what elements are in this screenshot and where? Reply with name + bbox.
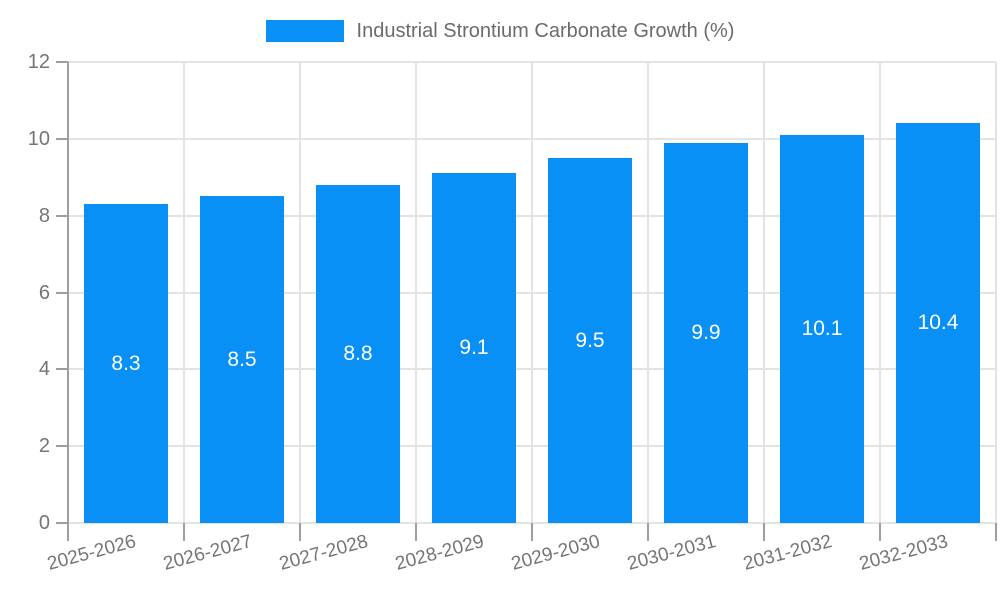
bar[interactable] — [200, 196, 284, 523]
x-gridline — [995, 62, 997, 523]
x-axis-label: 2026-2027 — [161, 531, 255, 575]
x-gridline — [879, 62, 881, 523]
x-axis-label: 2027-2028 — [277, 531, 371, 575]
bar[interactable] — [896, 123, 980, 523]
x-axis-tick — [299, 523, 301, 541]
y-axis-label: 8 — [38, 204, 50, 227]
bar[interactable] — [780, 134, 864, 523]
chart-legend[interactable]: Industrial Strontium Carbonate Growth (%… — [0, 18, 1000, 44]
x-axis-tick — [531, 523, 533, 541]
x-axis-label: 2030-2031 — [625, 531, 719, 575]
y-axis-line — [67, 62, 69, 541]
y-axis-tick — [56, 368, 68, 371]
bar[interactable] — [84, 204, 168, 523]
legend-label: Industrial Strontium Carbonate Growth (%… — [356, 19, 735, 42]
x-axis-label: 2032-2033 — [857, 531, 951, 575]
y-axis-tick — [56, 137, 68, 140]
x-axis-label: 2028-2029 — [393, 531, 487, 575]
x-gridline — [183, 62, 185, 523]
y-axis-tick — [56, 291, 68, 294]
y-axis-label: 0 — [38, 512, 50, 534]
y-axis-tick — [56, 214, 68, 217]
x-gridline — [415, 62, 417, 523]
x-axis-label: 2029-2030 — [509, 531, 603, 575]
x-gridline — [299, 62, 301, 523]
x-axis-tick — [879, 523, 881, 541]
bar[interactable] — [664, 142, 748, 523]
y-axis-tick — [56, 445, 68, 448]
y-axis-label: 6 — [38, 281, 50, 304]
x-gridline — [531, 62, 533, 523]
y-axis-label: 10 — [27, 127, 50, 150]
x-gridline — [763, 62, 765, 523]
legend-swatch — [265, 20, 344, 42]
bar[interactable] — [548, 158, 632, 523]
x-axis-label: 2031-2032 — [741, 531, 835, 575]
x-axis-tick — [183, 523, 185, 541]
x-axis-tick — [415, 523, 417, 541]
y-axis-label: 12 — [27, 51, 50, 73]
x-gridline — [647, 62, 649, 523]
x-axis-tick — [995, 523, 997, 541]
y-axis-label: 2 — [38, 435, 50, 458]
x-axis-label: 2025-2026 — [45, 531, 139, 575]
y-axis-tick — [56, 61, 68, 63]
bar[interactable] — [432, 173, 516, 523]
x-axis-tick — [647, 523, 649, 541]
y-axis-label: 4 — [38, 358, 50, 381]
x-axis-tick — [763, 523, 765, 541]
bar[interactable] — [316, 184, 400, 523]
y-axis-tick — [56, 522, 68, 524]
